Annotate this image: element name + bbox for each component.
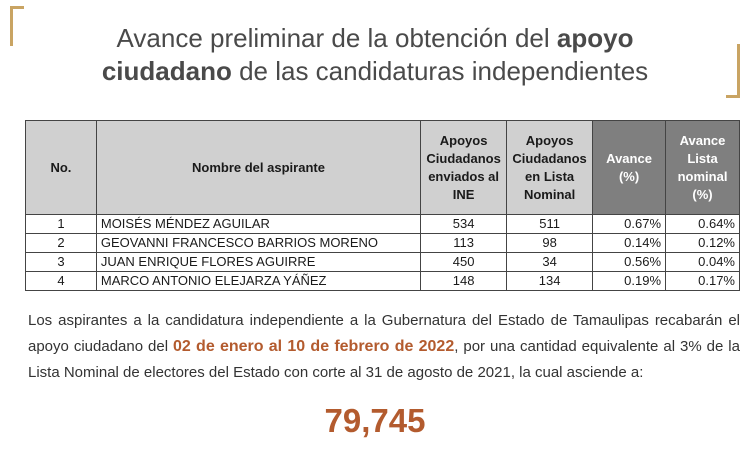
header-name: Nombre del aspirante xyxy=(95,120,422,215)
cell-avance-lista: 0.64% xyxy=(665,214,740,234)
title-text-part1: Avance preliminar de la obtención del xyxy=(116,23,557,53)
cell-lista: 98 xyxy=(506,233,594,253)
cell-name: GEOVANNI FRANCESCO BARRIOS MORENO xyxy=(95,233,422,253)
decorative-corner-top-right xyxy=(726,44,740,98)
table-row: 1 MOISÉS MÉNDEZ AGUILAR 534 511 0.67% 0.… xyxy=(25,214,740,234)
header-avance: Avance (%) xyxy=(592,120,667,215)
cell-name: MOISÉS MÉNDEZ AGUILAR xyxy=(95,214,422,234)
header-lista: Apoyos Ciudadanos en Lista Nominal xyxy=(506,120,594,215)
cell-name: JUAN ENRIQUE FLORES AGUIRRE xyxy=(95,252,422,272)
cell-avance-lista: 0.17% xyxy=(665,271,740,291)
paragraph-text-before: Los aspirantes a la candidatura independ… xyxy=(28,312,740,355)
total-required-value: 79,745 xyxy=(324,402,426,439)
table-header-row: No. Nombre del aspirante Apoyos Ciudadan… xyxy=(25,120,740,215)
cell-no: 4 xyxy=(25,271,97,291)
cell-ine: 113 xyxy=(420,233,508,253)
table-row: 4 MARCO ANTONIO ELEJARZA YÁÑEZ 148 134 0… xyxy=(25,271,740,291)
title-bold-word1: apoyo xyxy=(556,23,634,53)
cell-name: MARCO ANTONIO ELEJARZA YÁÑEZ xyxy=(95,271,422,291)
decorative-corner-top-left xyxy=(10,6,24,46)
header-ine: Apoyos Ciudadanos enviados al INE xyxy=(420,120,508,215)
cell-ine: 534 xyxy=(420,214,508,234)
cell-avance: 0.67% xyxy=(592,214,667,234)
cell-no: 3 xyxy=(25,252,97,272)
paragraph-text-after: , por una cantidad equivalente al 3% de … xyxy=(28,338,740,381)
description-paragraph: Los aspirantes a la candidatura independ… xyxy=(28,308,740,386)
date-range-highlight: 02 de enero al 10 de febrero de 2022 xyxy=(173,338,455,355)
title-bold-word2: ciudadano xyxy=(101,56,232,86)
title-text-part2: de las candidaturas independientes xyxy=(231,56,649,86)
candidates-table: No. Nombre del aspirante Apoyos Ciudadan… xyxy=(25,120,740,291)
cell-ine: 148 xyxy=(420,271,508,291)
cell-no: 1 xyxy=(25,214,97,234)
cell-avance-lista: 0.12% xyxy=(665,233,740,253)
header-avance-lista: Avance Lista nominal (%) xyxy=(665,120,740,215)
cell-lista: 511 xyxy=(506,214,594,234)
table-row: 3 JUAN ENRIQUE FLORES AGUIRRE 450 34 0.5… xyxy=(25,252,740,272)
header-no: No. xyxy=(25,120,97,215)
table-row: 2 GEOVANNI FRANCESCO BARRIOS MORENO 113 … xyxy=(25,233,740,253)
cell-lista: 134 xyxy=(506,271,594,291)
page-title: Avance preliminar de la obtención del ap… xyxy=(0,22,750,88)
cell-lista: 34 xyxy=(506,252,594,272)
cell-avance: 0.14% xyxy=(592,233,667,253)
cell-avance: 0.56% xyxy=(592,252,667,272)
cell-no: 2 xyxy=(25,233,97,253)
cell-avance: 0.19% xyxy=(592,271,667,291)
cell-avance-lista: 0.04% xyxy=(665,252,740,272)
cell-ine: 450 xyxy=(420,252,508,272)
